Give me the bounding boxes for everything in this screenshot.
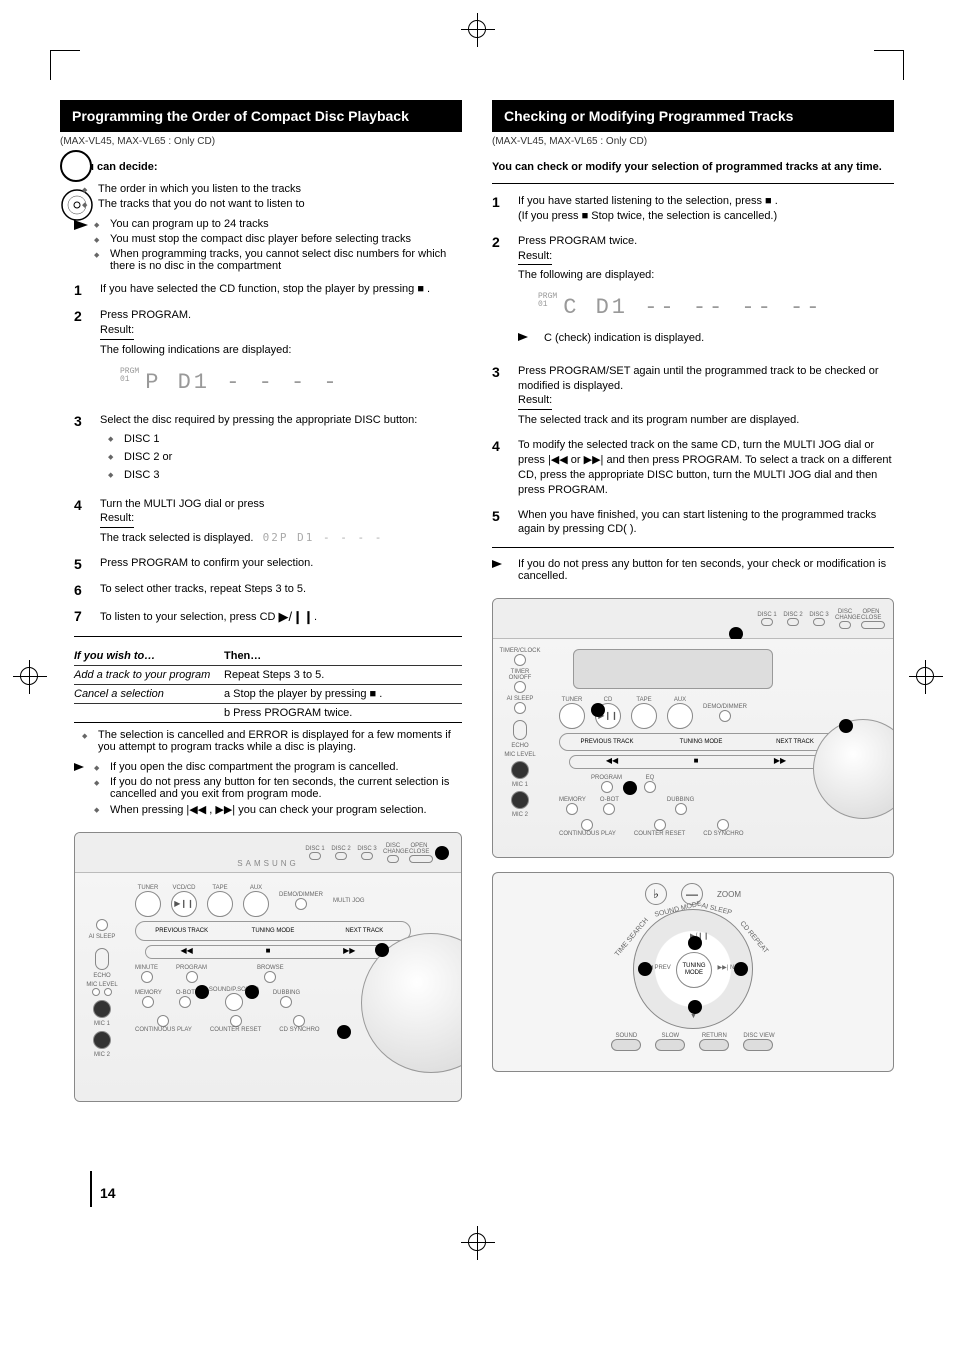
right-intro: You can check or modify your selection o… (492, 161, 894, 173)
reg-mark-right (916, 667, 934, 685)
display-right: PRGM01C D1 -- -- -- -- (518, 287, 894, 325)
reg-mark-bottom (468, 1233, 486, 1251)
side-circle-icon (60, 150, 92, 182)
arrow-intro: You can program up to 24 tracks You must… (74, 218, 462, 272)
right-column: Checking or Modifying Programmed Tracks … (492, 100, 894, 1102)
left-subtitle: (MAX-VL45, MAX-VL65 : Only CD) (60, 136, 462, 147)
page-number: 14 (100, 1185, 116, 1201)
callout-dot (435, 846, 449, 860)
right-subtitle: (MAX-VL45, MAX-VL65 : Only CD) (492, 136, 894, 147)
display-1: PRGM01P D1 - - - - (100, 362, 462, 400)
action-table: If you wish to… Then… Add a track to you… (74, 647, 462, 723)
left-bottom-arrow: If you open the disc compartment the pro… (74, 761, 462, 816)
remote-illustration: ♭ — ZOOM TIME SEARCH SOUND MODE AI SLEEP… (492, 872, 894, 1072)
left-intro: You can decide: (74, 161, 462, 173)
device-illustration-right: DISC 1 DISC 2 DISC 3 DISC CHANGE OPEN CL… (492, 598, 894, 858)
left-column: Programming the Order of Compact Disc Pl… (60, 100, 462, 1102)
device-illustration-left: DISC 1 DISC 2 DISC 3 DISC CHANGE OPEN CL… (74, 832, 462, 1102)
right-steps: 1 If you have started listening to the s… (492, 194, 894, 537)
intro-bullets: The order in which you listen to the tra… (74, 183, 462, 210)
right-title: Checking or Modifying Programmed Tracks (492, 100, 894, 132)
left-steps: 1If you have selected the CD function, s… (74, 282, 462, 626)
reg-mark-top (468, 20, 486, 38)
disc-icon (60, 188, 94, 222)
right-bottom-arrow: If you do not press any button for ten s… (492, 558, 894, 582)
left-title: Programming the Order of Compact Disc Pl… (60, 100, 462, 132)
reg-mark-left (20, 667, 38, 685)
